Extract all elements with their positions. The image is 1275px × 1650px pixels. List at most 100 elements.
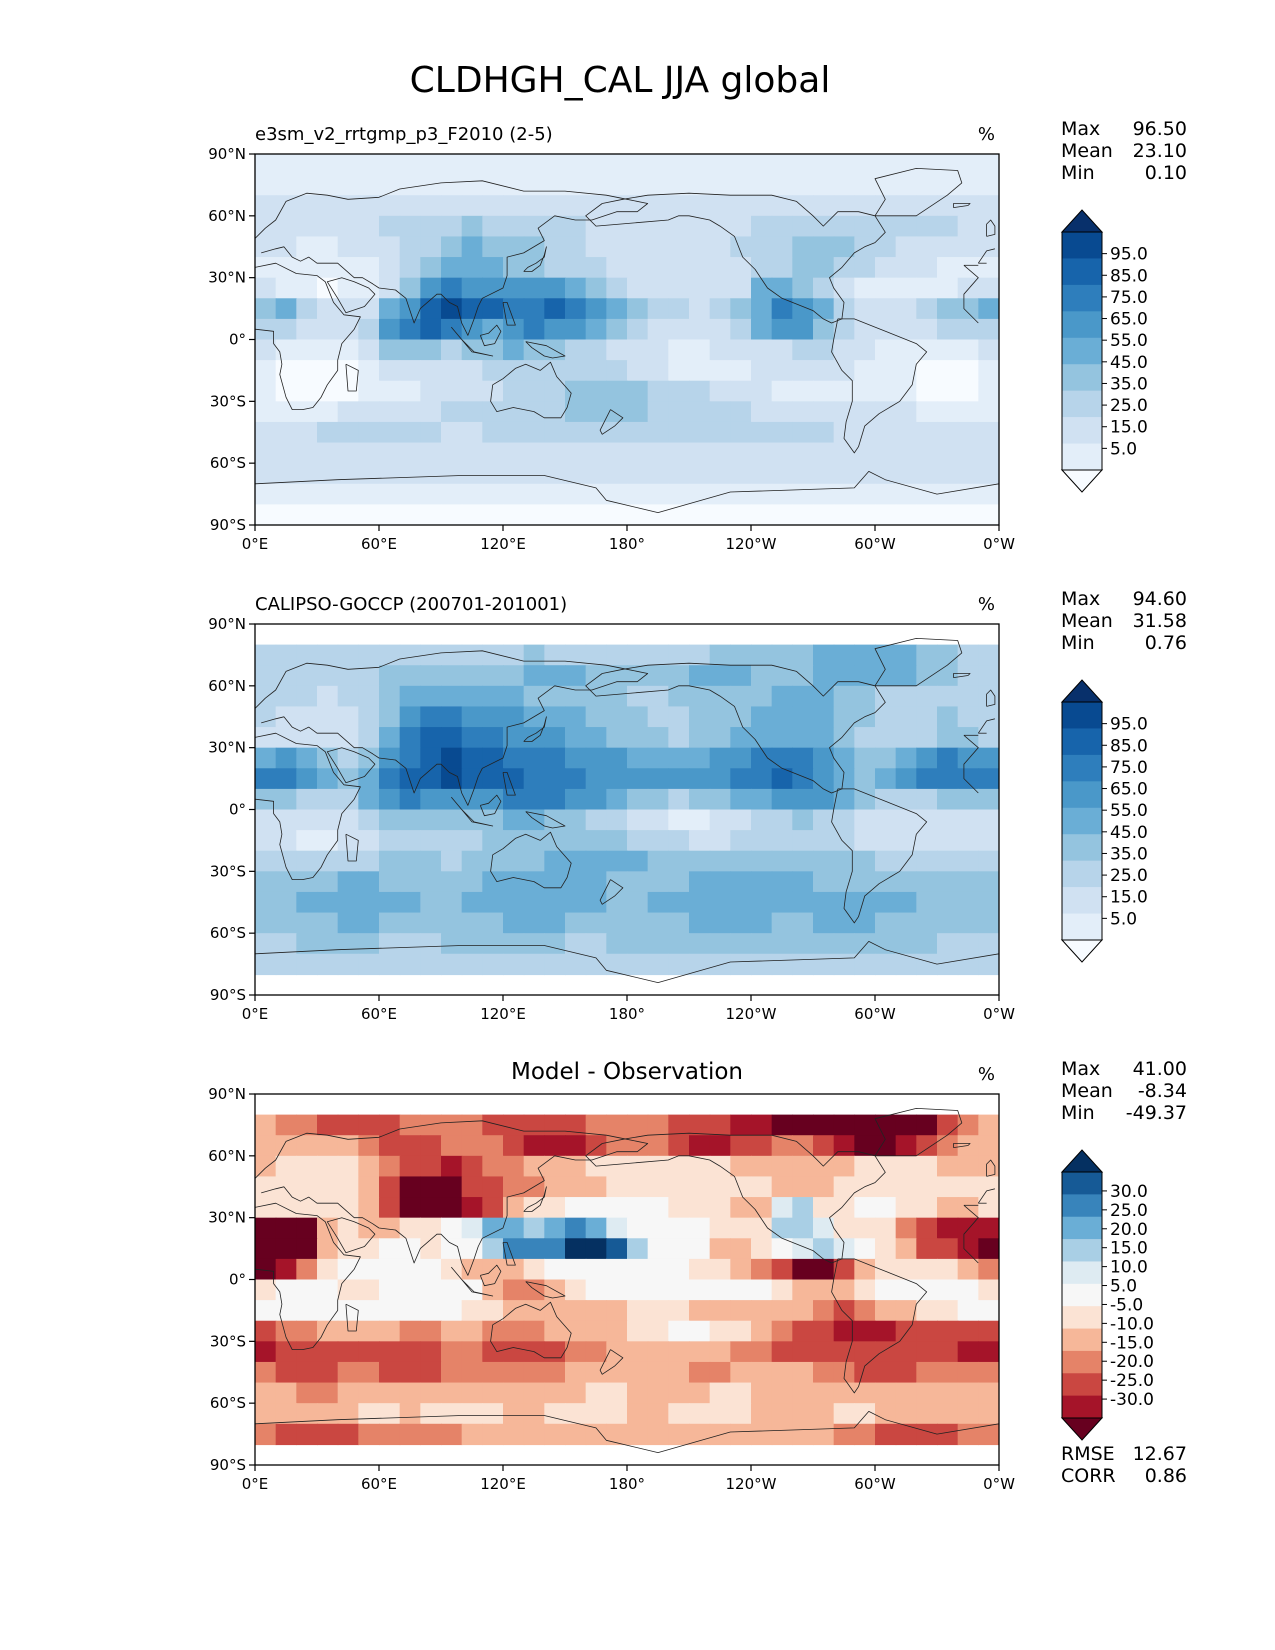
heatmap-cell [420, 380, 442, 403]
heatmap-cell [503, 850, 525, 873]
colorbar-swatch [1062, 807, 1102, 835]
colorbar-tick-label: 5.0 [1110, 1277, 1137, 1297]
heatmap-cell [420, 891, 442, 914]
heatmap-cell [461, 1135, 484, 1157]
coastline [986, 219, 996, 237]
heatmap-cell [854, 360, 876, 382]
heatmap-cell [420, 1320, 442, 1343]
heatmap-cell [978, 257, 999, 279]
heatmap-cell [441, 1403, 463, 1425]
heatmap-cell [399, 1135, 422, 1157]
heatmap-cell [585, 1114, 608, 1136]
heatmap-cell [399, 463, 422, 485]
heatmap-cell [565, 1341, 587, 1363]
heatmap-cell [399, 644, 422, 666]
heatmap-cell [523, 1114, 546, 1136]
heatmap-cell [730, 953, 752, 976]
coastline [874, 1108, 963, 1157]
heatmap-cell [358, 421, 380, 444]
heatmap-cell [379, 257, 401, 279]
heatmap-cell [978, 768, 999, 790]
heatmap-cell [565, 953, 587, 976]
heatmap-cell [420, 1258, 442, 1281]
heatmap-cell [854, 380, 876, 403]
heatmap-cell [523, 1258, 546, 1281]
heatmap-cell [503, 1114, 525, 1136]
heatmap-cell [627, 1279, 649, 1301]
heatmap-cell [751, 298, 773, 320]
heatmap-cell [668, 1382, 690, 1404]
heatmap-cell [647, 1258, 670, 1281]
heatmap-cell [957, 195, 980, 217]
heatmap-cell [689, 298, 711, 320]
x-tick-label: 60°E [361, 1005, 397, 1023]
heatmap-cell [296, 298, 318, 320]
heatmap-cell [255, 215, 277, 238]
heatmap-cell [606, 644, 628, 666]
heatmap-cell [647, 174, 670, 196]
heatmap-cell [379, 953, 401, 976]
heatmap-cell [689, 236, 711, 258]
heatmap-cell [751, 360, 773, 382]
heatmap-cell [854, 1361, 876, 1384]
heatmap-cell [854, 830, 876, 852]
heatmap-cell [585, 665, 608, 687]
heatmap-cell [895, 483, 918, 506]
heatmap-cell [606, 953, 628, 976]
heatmap-cell [275, 257, 298, 279]
heatmap-cell [399, 809, 422, 831]
heatmap-cell [606, 912, 628, 934]
heatmap-cell [255, 850, 277, 873]
colorbar-swatch [1062, 1395, 1102, 1419]
heatmap-cell [317, 1197, 339, 1219]
heatmap-cell [565, 1176, 587, 1198]
heatmap-cell [647, 665, 670, 687]
heatmap-cell [895, 830, 918, 852]
heatmap-cell [317, 1300, 339, 1322]
heatmap-cell [813, 644, 835, 666]
heatmap-cell [875, 685, 897, 708]
heatmap-cell [399, 830, 422, 852]
heatmap-cell [854, 1320, 876, 1343]
heatmap-cell [751, 1238, 773, 1260]
heatmap-cell [441, 318, 463, 341]
heatmap-cell [895, 1197, 918, 1219]
heatmap-cell [399, 1341, 422, 1363]
heatmap-cell [875, 154, 897, 176]
heatmap-cell [317, 195, 339, 217]
colorbar-swatch [1062, 728, 1102, 756]
heatmap-cell [358, 933, 380, 955]
coastline [963, 264, 979, 324]
heatmap-cell [317, 257, 339, 279]
heatmap-cell [751, 1217, 773, 1239]
heatmap-cell [957, 1135, 980, 1157]
heatmap-cell [813, 1423, 835, 1446]
heatmap-cell [647, 1217, 670, 1239]
colorbar-tick-label: 15.0 [1110, 418, 1148, 438]
heatmap-cell [482, 644, 504, 666]
heatmap-cell [296, 504, 318, 525]
heatmap-cell [275, 953, 298, 976]
heatmap-cell [647, 1382, 670, 1404]
heatmap-cell [317, 174, 339, 196]
heatmap-cell [296, 1320, 318, 1343]
heatmap-cell [875, 195, 897, 217]
heatmap-cell [255, 1403, 277, 1425]
heatmap-cell [916, 871, 938, 893]
heatmap-cell [523, 788, 546, 811]
heatmap-cell [916, 1176, 938, 1198]
heatmap-cell [668, 727, 690, 749]
heatmap-cell [647, 339, 670, 361]
heatmap-cell [503, 380, 525, 403]
heatmap-cell [813, 298, 835, 320]
heatmap-cells [255, 644, 999, 976]
heatmap-cell [296, 1403, 318, 1425]
coastline [953, 673, 971, 678]
heatmap-cell [627, 339, 649, 361]
heatmap-cell [689, 727, 711, 749]
heatmap-cell [813, 788, 835, 811]
heatmap-cell [813, 1300, 835, 1322]
heatmap-cell [833, 706, 856, 728]
heatmap-cell [730, 685, 752, 708]
heatmap-cell [647, 1176, 670, 1198]
